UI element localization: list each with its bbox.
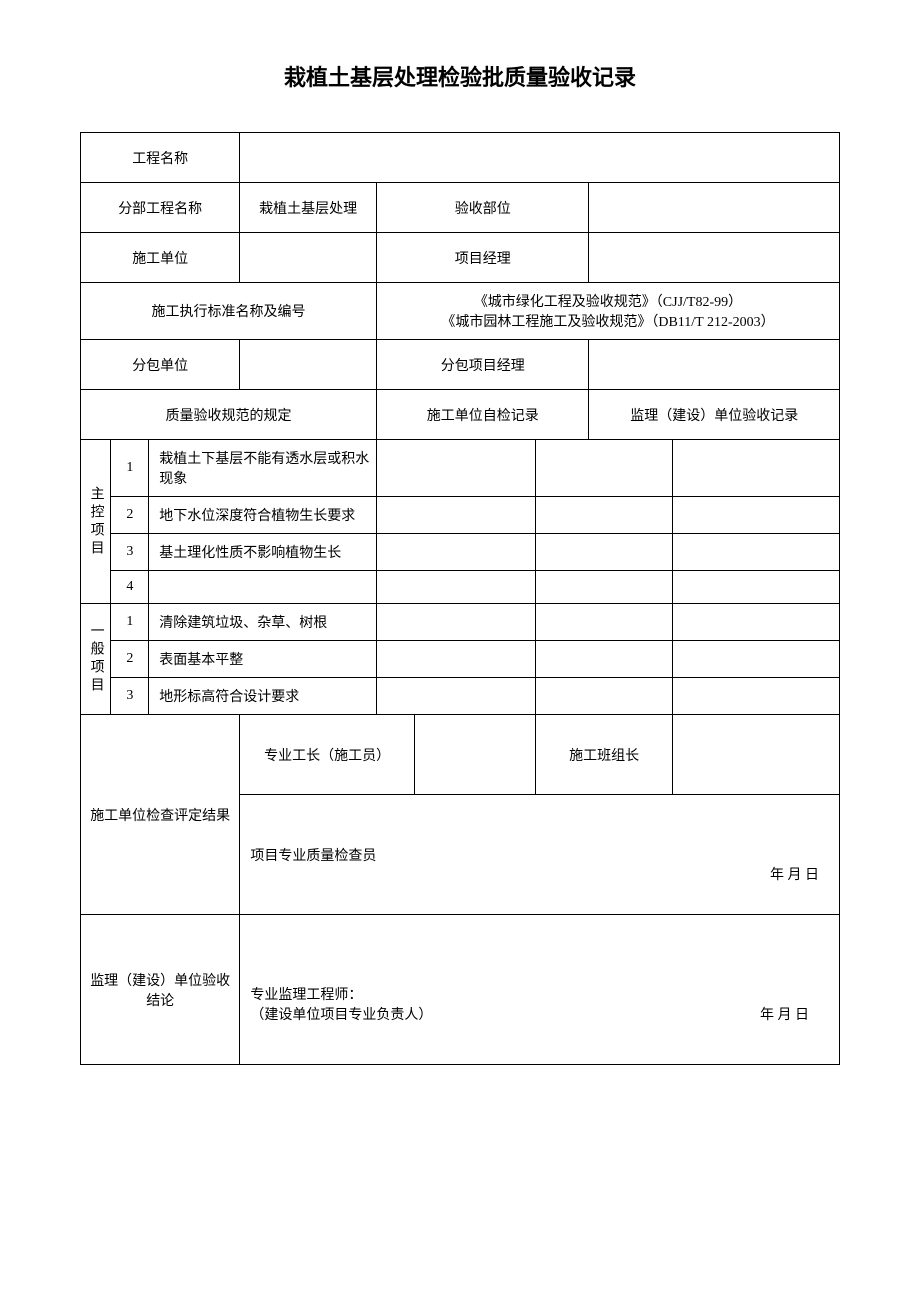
- quality-inspector-label: 项目专业质量检查员: [250, 849, 376, 864]
- inspection-table: 工程名称 分部工程名称 栽植土基层处理 验收部位 施工单位 项目经理 施工执行标…: [80, 132, 840, 1065]
- general-self-check-2: [376, 641, 535, 678]
- main-supervision-1: [672, 440, 839, 497]
- construction-check-result-label: 施工单位检查评定结果: [81, 715, 240, 915]
- general-item-2: 表面基本平整: [149, 641, 377, 678]
- general-num-1: 1: [111, 604, 149, 641]
- supervision-conclusion-label: 监理（建设）单位验收结论: [81, 915, 240, 1065]
- main-self-check-3b: [536, 534, 673, 571]
- main-self-check-2b: [536, 497, 673, 534]
- supervision-record-label: 监理（建设）单位验收记录: [589, 390, 840, 440]
- acceptance-unit-label: 验收部位: [376, 183, 589, 233]
- quality-spec-label: 质量验收规范的规定: [81, 390, 377, 440]
- general-self-check-2b: [536, 641, 673, 678]
- subcontract-manager-value: [589, 340, 840, 390]
- general-supervision-2: [672, 641, 839, 678]
- main-supervision-4: [672, 571, 839, 604]
- general-supervision-3: [672, 678, 839, 715]
- standard-value: 《城市绿化工程及验收规范》（CJJ/T82-99） 《城市园林工程施工及验收规范…: [376, 283, 839, 340]
- subcontract-manager-label: 分包项目经理: [376, 340, 589, 390]
- main-control-item-2: 地下水位深度符合植物生长要求: [149, 497, 377, 534]
- page-title: 栽植土基层处理检验批质量验收记录: [80, 60, 840, 92]
- main-supervision-2: [672, 497, 839, 534]
- sub-project-value: 栽植土基层处理: [240, 183, 377, 233]
- general-self-check-1b: [536, 604, 673, 641]
- self-check-label: 施工单位自检记录: [376, 390, 589, 440]
- foreman-label: 专业工长（施工员）: [240, 715, 415, 795]
- supervision-engineer-cell: 专业监理工程师： （建设单位项目专业负责人） 年 月 日: [240, 915, 840, 1065]
- team-leader-value: [672, 715, 839, 795]
- main-control-num-3: 3: [111, 534, 149, 571]
- foreman-value: [414, 715, 535, 795]
- standard-name-label: 施工执行标准名称及编号: [81, 283, 377, 340]
- general-item-3: 地形标高符合设计要求: [149, 678, 377, 715]
- sub-project-label: 分部工程名称: [81, 183, 240, 233]
- project-manager-value: [589, 233, 840, 283]
- acceptance-unit-value: [589, 183, 840, 233]
- general-num-3: 3: [111, 678, 149, 715]
- main-control-label: 主控项目: [81, 440, 111, 604]
- date-text-2: 年 月 日: [760, 1004, 829, 1024]
- project-manager-label: 项目经理: [376, 233, 589, 283]
- team-leader-label: 施工班组长: [536, 715, 673, 795]
- project-name-value: [240, 133, 840, 183]
- subcontract-unit-value: [240, 340, 377, 390]
- date-text-1: 年 月 日: [770, 864, 819, 884]
- general-self-check-3: [376, 678, 535, 715]
- construction-unit-value: [240, 233, 377, 283]
- general-self-check-3b: [536, 678, 673, 715]
- supervision-engineer-label: 专业监理工程师：: [250, 984, 829, 1004]
- general-self-check-1: [376, 604, 535, 641]
- quality-inspector-cell: 项目专业质量检查员 年 月 日: [240, 795, 840, 915]
- main-supervision-3: [672, 534, 839, 571]
- main-control-item-1: 栽植土下基层不能有透水层或积水现象: [149, 440, 377, 497]
- main-self-check-1: [376, 440, 535, 497]
- general-item-1: 清除建筑垃圾、杂草、树根: [149, 604, 377, 641]
- main-self-check-4b: [536, 571, 673, 604]
- general-num-2: 2: [111, 641, 149, 678]
- project-name-label: 工程名称: [81, 133, 240, 183]
- construction-person-label: （建设单位项目专业负责人）: [250, 1004, 432, 1024]
- main-control-item-3: 基土理化性质不影响植物生长: [149, 534, 377, 571]
- general-supervision-1: [672, 604, 839, 641]
- main-self-check-1b: [536, 440, 673, 497]
- main-self-check-4: [376, 571, 535, 604]
- main-control-num-1: 1: [111, 440, 149, 497]
- general-item-label: 一般项目: [81, 604, 111, 715]
- construction-unit-label: 施工单位: [81, 233, 240, 283]
- subcontract-unit-label: 分包单位: [81, 340, 240, 390]
- main-self-check-2: [376, 497, 535, 534]
- main-control-num-4: 4: [111, 571, 149, 604]
- main-control-num-2: 2: [111, 497, 149, 534]
- main-control-item-4: [149, 571, 377, 604]
- main-self-check-3: [376, 534, 535, 571]
